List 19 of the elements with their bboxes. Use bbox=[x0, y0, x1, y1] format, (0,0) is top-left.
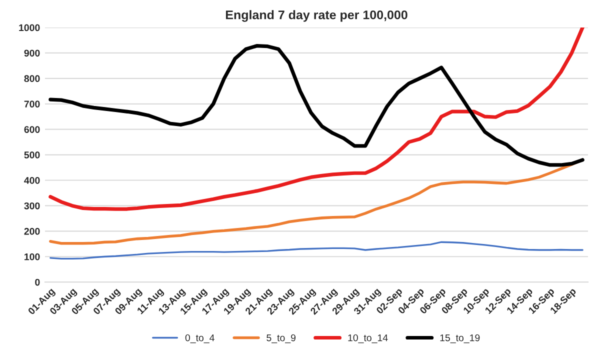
y-tick-label: 1000 bbox=[19, 24, 40, 32]
y-tick-label: 600 bbox=[24, 126, 40, 133]
y-tick-label: 500 bbox=[24, 152, 40, 158]
chart-title: England 7 day rate per 100,000 bbox=[226, 10, 408, 22]
y-tick-label: 900 bbox=[24, 50, 40, 57]
legend-label: 0_to_4 bbox=[185, 334, 214, 344]
line-series bbox=[48, 44, 584, 167]
line-series bbox=[50, 241, 584, 260]
y-tick-label: 800 bbox=[24, 75, 40, 82]
y-tick-label: 100 bbox=[24, 253, 40, 260]
y-tick-label: 700 bbox=[24, 100, 40, 108]
legend-label: 10_to_14 bbox=[348, 334, 388, 344]
legend-label: 15_to_19 bbox=[440, 334, 480, 344]
y-tick-label: 300 bbox=[24, 202, 40, 210]
line-series bbox=[48, 28, 584, 211]
y-tick-label: 400 bbox=[24, 176, 40, 184]
legend-label: 5_to_9 bbox=[266, 334, 296, 344]
y-tick-label: 200 bbox=[24, 228, 40, 235]
y-tick-label: 0 bbox=[35, 278, 40, 286]
